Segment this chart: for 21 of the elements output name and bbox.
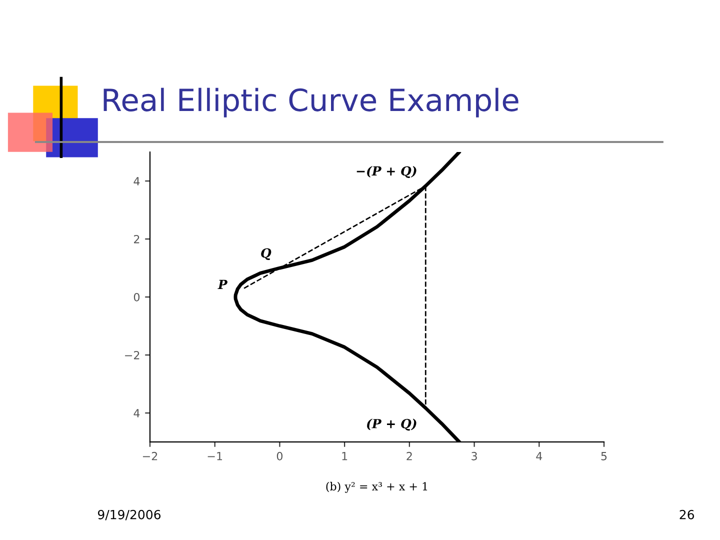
annotation: −(P + Q) — [356, 166, 416, 178]
x-tick-label: 0 — [276, 452, 282, 460]
y-tick-label: 4 — [134, 177, 140, 186]
x-tick-label: −1 — [208, 452, 222, 460]
y-tick-label: 0 — [134, 292, 140, 302]
y-tick-label: 4 — [134, 409, 140, 418]
x-tick-label: 5 — [601, 452, 607, 460]
chart-title: Real Elliptic Curve Example — [104, 88, 518, 118]
annotation: P — [218, 280, 228, 289]
annotation: (P + Q) — [367, 418, 416, 431]
x-tick-label: −2 — [142, 452, 158, 460]
annotation: Q — [261, 248, 272, 260]
x-tick-label: 2 — [406, 452, 412, 460]
x-tick-label: 4 — [536, 452, 542, 460]
text: 26 — [680, 510, 694, 520]
x-tick-label: 3 — [472, 452, 477, 460]
y-tick-label: 2 — [134, 234, 140, 244]
x-axis-title: (b) y² = x³ + x + 1 — [326, 482, 428, 493]
x-tick-label: 1 — [342, 452, 348, 460]
text: 9/19/2006 — [98, 510, 161, 520]
y-tick-label: −2 — [125, 350, 140, 360]
